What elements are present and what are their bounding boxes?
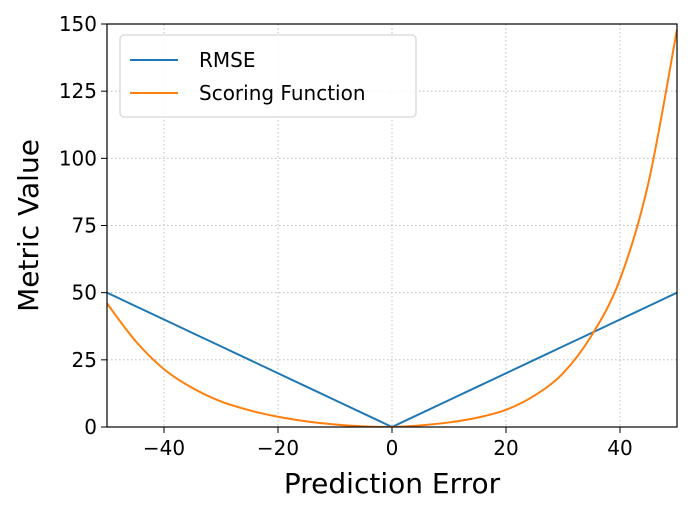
y-tick-label: 150 <box>59 12 97 36</box>
series-line-rmse <box>107 291 677 427</box>
x-tick-label: −20 <box>257 436 299 460</box>
y-tick-label: 75 <box>72 214 97 238</box>
y-tick-label: 25 <box>72 348 97 372</box>
y-tick-label: 125 <box>59 79 97 103</box>
x-tick-label: 20 <box>493 436 518 460</box>
legend-label: Scoring Function <box>199 81 366 105</box>
y-axis-label: Metric Value <box>12 139 45 312</box>
ticks: −40 −20 0 20 40 0 25 50 75 100 125 150 <box>59 12 633 460</box>
x-tick-label: −40 <box>143 436 185 460</box>
x-tick-label: 0 <box>386 436 399 460</box>
legend-box <box>119 34 417 118</box>
x-axis-label: Prediction Error <box>284 467 501 500</box>
y-tick-label: 0 <box>84 415 97 439</box>
legend: RMSE Scoring Function <box>119 34 417 118</box>
legend-label: RMSE <box>199 48 255 72</box>
y-tick-label: 50 <box>72 281 97 305</box>
y-tick-label: 100 <box>59 146 97 170</box>
x-tick-label: 40 <box>607 436 632 460</box>
